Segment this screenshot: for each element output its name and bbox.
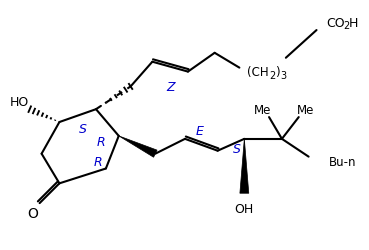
- Text: Me: Me: [254, 103, 271, 116]
- Text: OH: OH: [235, 202, 254, 215]
- Polygon shape: [119, 136, 157, 158]
- Text: R: R: [94, 156, 102, 168]
- Text: ): ): [275, 66, 280, 79]
- Text: 3: 3: [280, 70, 286, 80]
- Text: CO: CO: [327, 16, 345, 30]
- Text: S: S: [79, 123, 87, 136]
- Polygon shape: [240, 139, 249, 194]
- Text: H: H: [349, 16, 359, 30]
- Text: 2: 2: [343, 21, 349, 31]
- Text: S: S: [232, 143, 240, 156]
- Text: (CH: (CH: [247, 66, 269, 79]
- Text: Bu-n: Bu-n: [328, 156, 356, 168]
- Text: 2: 2: [269, 70, 275, 80]
- Text: Z: Z: [166, 80, 175, 94]
- Text: E: E: [196, 125, 204, 138]
- Text: O: O: [27, 206, 38, 220]
- Text: Me: Me: [297, 103, 314, 116]
- Text: HO: HO: [10, 96, 30, 108]
- Text: R: R: [97, 136, 105, 149]
